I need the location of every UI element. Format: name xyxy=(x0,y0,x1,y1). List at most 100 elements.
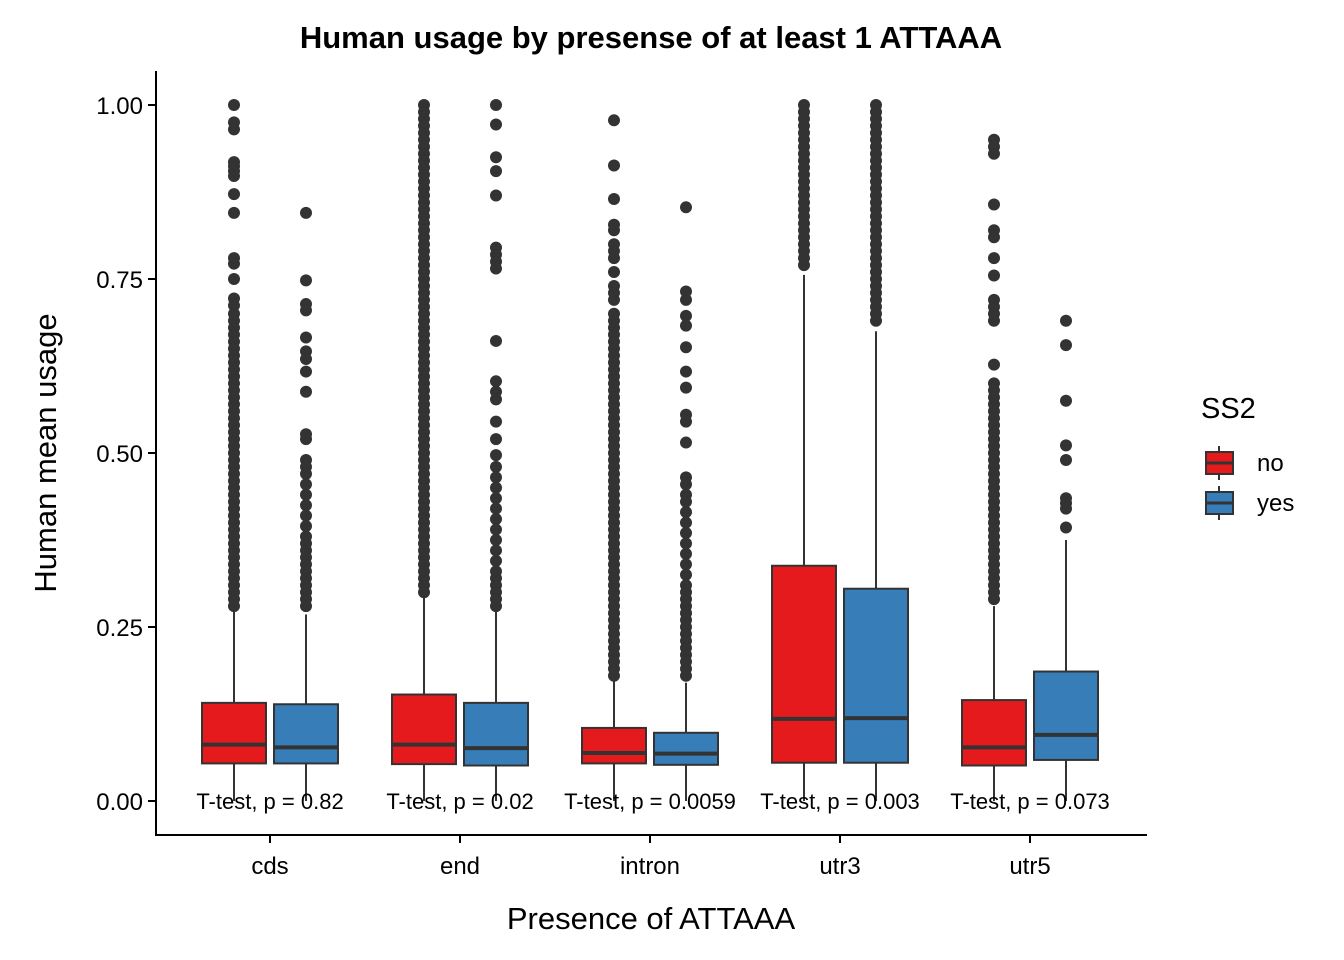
ttest-label: T-test, p = 0.073 xyxy=(950,789,1110,814)
outlier-point xyxy=(490,262,502,275)
outlier-point xyxy=(418,586,430,599)
outlier-point xyxy=(300,353,312,366)
outlier-point xyxy=(680,381,692,394)
outlier-point xyxy=(680,527,692,540)
box-yes-end xyxy=(463,99,529,801)
box-yes-intron xyxy=(653,201,719,801)
outlier-point xyxy=(228,206,240,219)
outlier-point xyxy=(300,600,312,613)
x-tick-label: utr3 xyxy=(819,853,860,880)
outlier-point xyxy=(300,304,312,317)
outlier-point xyxy=(300,478,312,491)
outlier-point xyxy=(680,568,692,581)
outlier-point xyxy=(1060,394,1072,407)
outlier-point xyxy=(680,558,692,571)
box-body xyxy=(391,693,457,766)
outlier-point xyxy=(608,114,620,127)
y-tick-label: 1.00 xyxy=(96,93,143,120)
outlier-point xyxy=(680,669,692,682)
outlier-point xyxy=(608,252,620,265)
legend-label: yes xyxy=(1257,490,1294,517)
chart-title: Human usage by presense of at least 1 AT… xyxy=(300,20,1002,55)
outlier-point xyxy=(680,506,692,519)
outlier-point xyxy=(490,544,502,557)
outlier-point xyxy=(680,341,692,354)
outlier-point xyxy=(680,201,692,214)
legend-item-no: no xyxy=(1205,446,1284,480)
outlier-point xyxy=(1060,439,1072,452)
ttest-label: T-test, p = 0.82 xyxy=(196,789,343,814)
outlier-point xyxy=(490,481,502,494)
x-tick-label: cds xyxy=(251,853,288,880)
outlier-point xyxy=(300,433,312,446)
outlier-point xyxy=(1060,339,1072,352)
outlier-point xyxy=(988,358,1000,371)
outlier-point xyxy=(490,151,502,164)
outlier-point xyxy=(490,99,502,111)
outlier-point xyxy=(300,331,312,344)
outlier-point xyxy=(300,509,312,522)
outlier-point xyxy=(988,198,1000,211)
box-body xyxy=(201,701,267,765)
outlier-point xyxy=(1060,502,1072,515)
outlier-point xyxy=(680,478,692,491)
outlier-point xyxy=(680,309,692,322)
outlier-point xyxy=(988,269,1000,282)
outlier-point xyxy=(490,189,502,202)
outlier-point xyxy=(300,499,312,512)
x-axis-ticks: cds end intron utr3 utr5 xyxy=(251,835,1051,880)
legend-item-yes: yes xyxy=(1205,486,1294,520)
outlier-point xyxy=(680,285,692,298)
outlier-point xyxy=(490,393,502,406)
box-body xyxy=(653,731,719,766)
outlier-point xyxy=(490,334,502,347)
outlier-point xyxy=(228,99,240,111)
box-yes-utr5 xyxy=(1033,314,1099,801)
box-no-intron xyxy=(581,114,647,801)
box-body xyxy=(463,701,529,767)
outlier-point xyxy=(490,502,502,515)
outlier-point xyxy=(490,449,502,462)
x-tick-label: utr5 xyxy=(1009,853,1050,880)
outlier-point xyxy=(228,188,240,201)
outlier-point xyxy=(680,516,692,529)
ttest-annotations: T-test, p = 0.82 T-test, p = 0.02 T-test, … xyxy=(196,789,1109,814)
y-axis-ticks: 0.00 0.25 0.50 0.75 1.00 xyxy=(96,93,156,816)
outlier-point xyxy=(680,365,692,378)
outlier-point xyxy=(490,554,502,567)
legend-label: no xyxy=(1257,450,1284,477)
outlier-point xyxy=(798,259,810,272)
outlier-point xyxy=(490,523,502,536)
outlier-point xyxy=(300,274,312,287)
outlier-point xyxy=(1060,453,1072,466)
outlier-point xyxy=(988,314,1000,327)
ttest-label: T-test, p = 0.003 xyxy=(760,789,920,814)
box-no-cds xyxy=(201,99,267,801)
box-body xyxy=(961,699,1027,767)
box-body xyxy=(273,703,339,765)
y-tick-label: 0.00 xyxy=(96,789,143,816)
outlier-point xyxy=(608,293,620,306)
box-yes-cds xyxy=(273,206,339,801)
outlier-point xyxy=(490,460,502,473)
outlier-point xyxy=(228,123,240,136)
outlier-point xyxy=(1060,521,1072,534)
outlier-point xyxy=(680,537,692,550)
y-tick-label: 0.75 xyxy=(96,267,143,294)
outlier-point xyxy=(680,436,692,449)
outlier-point xyxy=(680,415,692,428)
outlier-point xyxy=(680,547,692,560)
ttest-label: T-test, p = 0.0059 xyxy=(564,789,736,814)
ttest-label: T-test, p = 0.02 xyxy=(386,789,533,814)
outlier-point xyxy=(490,165,502,178)
outlier-point xyxy=(228,600,240,613)
outlier-point xyxy=(680,495,692,508)
outlier-point xyxy=(608,159,620,172)
box-no-utr5 xyxy=(961,133,1027,801)
outlier-point xyxy=(1060,314,1072,327)
outlier-point xyxy=(490,118,502,131)
outlier-point xyxy=(300,385,312,398)
outlier-point xyxy=(988,593,1000,606)
box-body xyxy=(771,564,837,764)
